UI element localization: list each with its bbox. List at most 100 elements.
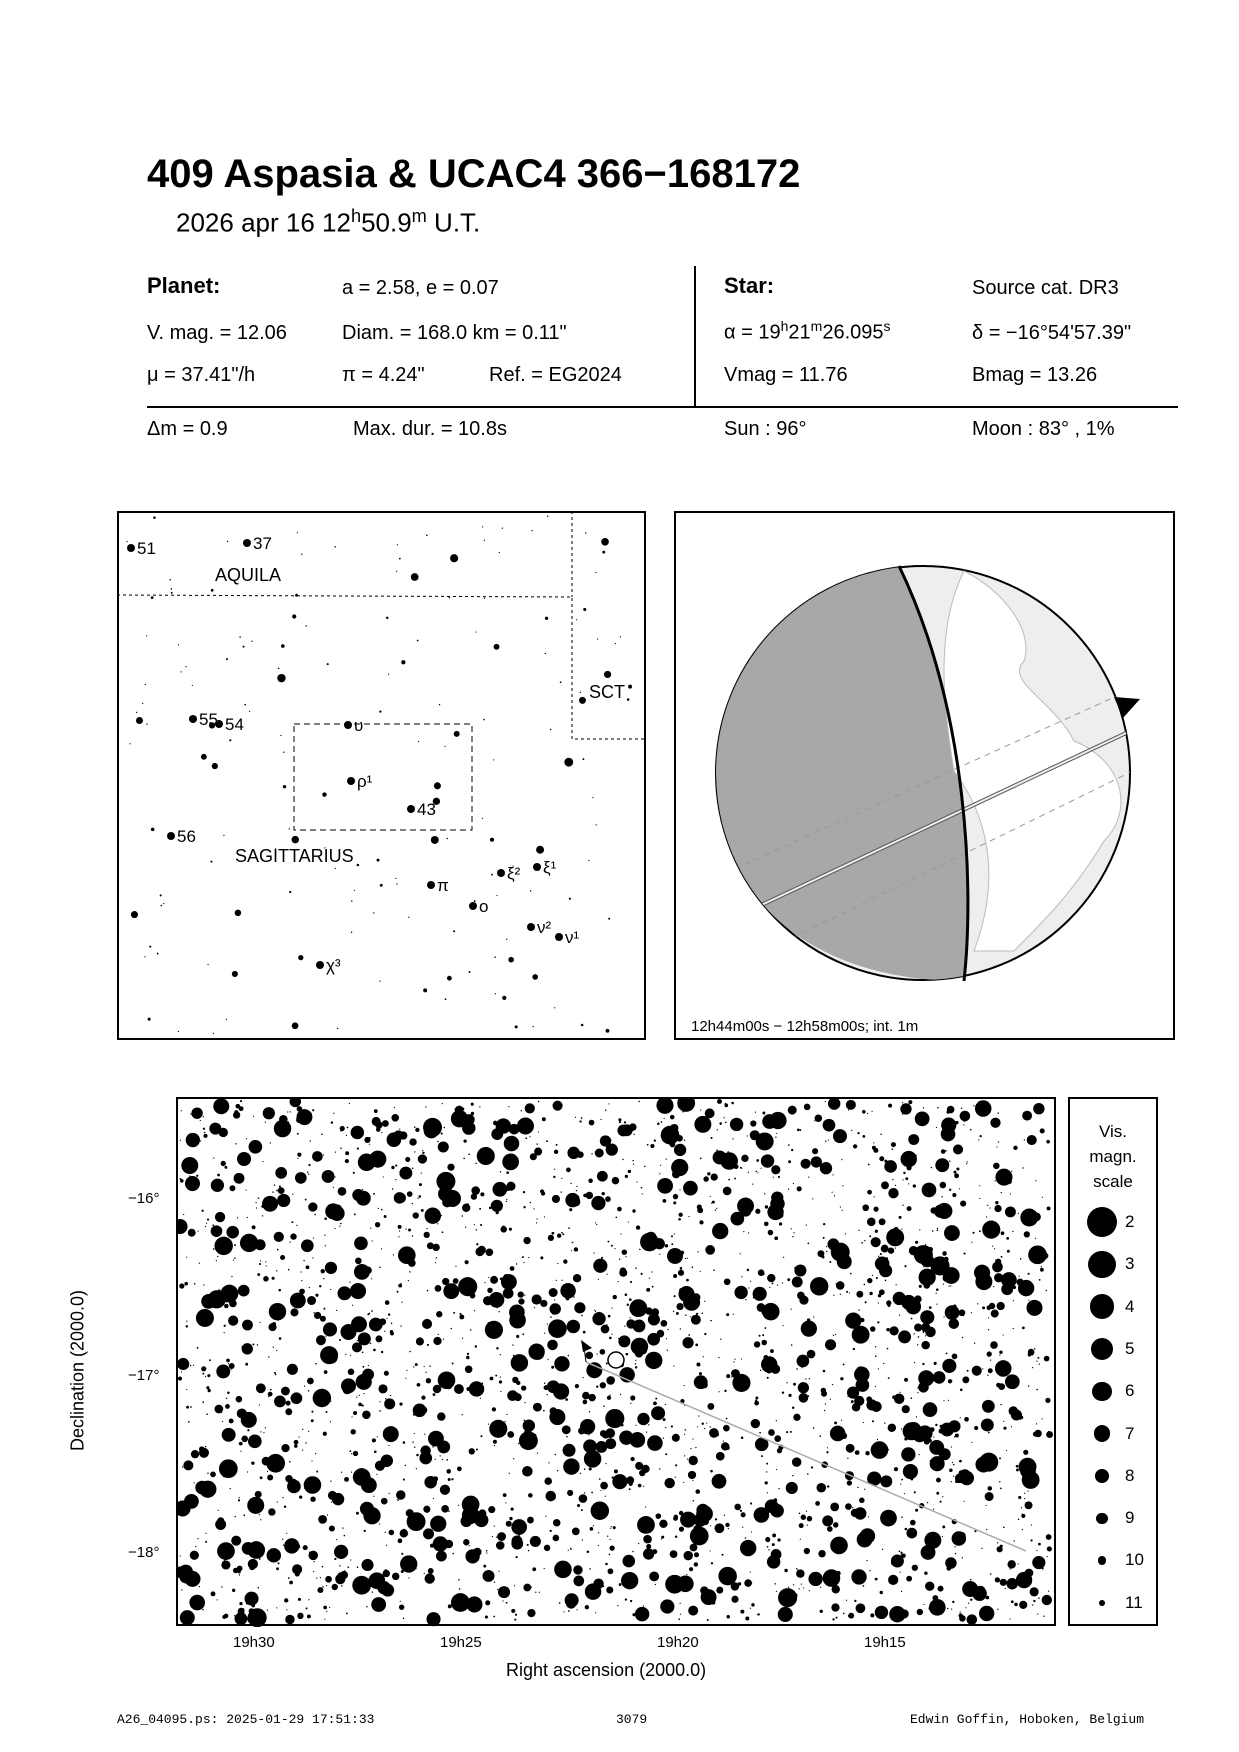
- chart-star: [315, 1362, 317, 1365]
- chart-star: [204, 1375, 207, 1377]
- chart-star: [388, 1444, 390, 1447]
- chart-star: [459, 1312, 462, 1315]
- finder-star: [351, 900, 353, 902]
- chart-star: [648, 1277, 650, 1279]
- chart-star: [641, 1193, 643, 1195]
- chart-star: [906, 1575, 913, 1582]
- chart-star: [600, 1324, 610, 1334]
- chart-star: [1012, 1230, 1014, 1233]
- finder-star: [444, 745, 446, 748]
- chart-star: [696, 1204, 702, 1210]
- chart-star: [861, 1109, 866, 1114]
- chart-star: [729, 1117, 744, 1132]
- chart-star: [974, 1100, 992, 1117]
- finder-star: [592, 796, 594, 799]
- chart-star: [1019, 1600, 1028, 1609]
- chart-star: [219, 1551, 221, 1553]
- chart-star: [974, 1425, 979, 1431]
- chart-star: [1010, 1426, 1013, 1428]
- chart-star: [352, 1450, 359, 1457]
- chart-star: [867, 1277, 873, 1284]
- globe-caption: 12h44m00s − 12h58m00s; int. 1m: [691, 1018, 918, 1035]
- chart-star: [883, 1362, 885, 1365]
- chart-star: [917, 1392, 919, 1394]
- chart-star: [942, 1496, 944, 1498]
- chart-star: [215, 1260, 217, 1262]
- finder-star: [438, 703, 441, 706]
- chart-star: [662, 1199, 667, 1203]
- chart-star: [581, 1539, 584, 1541]
- chart-star: [308, 1430, 310, 1432]
- chart-star: [672, 1193, 679, 1200]
- chart-star: [232, 1552, 234, 1554]
- chart-star: [801, 1367, 803, 1369]
- chart-star: [880, 1133, 882, 1135]
- chart-star: [867, 1471, 882, 1486]
- y-tick: −16°: [128, 1190, 160, 1207]
- chart-star: [790, 1344, 793, 1346]
- chart-star: [395, 1164, 398, 1167]
- chart-star: [297, 1612, 304, 1620]
- chart-star: [607, 1240, 610, 1243]
- chart-star: [761, 1339, 767, 1346]
- chart-star: [521, 1385, 527, 1391]
- chart-star: [289, 1580, 293, 1585]
- chart-star: [597, 1278, 599, 1281]
- chart-star: [190, 1406, 192, 1408]
- chart-star: [594, 1310, 597, 1313]
- chart-star: [399, 1166, 413, 1180]
- chart-star: [609, 1538, 611, 1541]
- chart-star: [381, 1583, 395, 1597]
- chart-star: [800, 1514, 807, 1520]
- chart-star: [898, 1550, 901, 1553]
- chart-star: [583, 1450, 602, 1468]
- chart-star: [344, 1570, 346, 1572]
- chart-star: [771, 1543, 775, 1547]
- chart-star: [660, 1599, 675, 1614]
- chart-star: [589, 1527, 594, 1531]
- chart-star: [997, 1112, 999, 1114]
- chart-star: [617, 1206, 622, 1212]
- chart-star: [1005, 1449, 1008, 1452]
- finder-star: [292, 614, 297, 619]
- planet-motion: μ = 37.41"/h: [147, 364, 256, 386]
- chart-star: [1034, 1348, 1036, 1350]
- chart-star: [229, 1299, 237, 1308]
- chart-star: [959, 1615, 966, 1622]
- target-star-marker: [607, 1351, 625, 1369]
- y-tick: −18°: [128, 1544, 160, 1561]
- chart-star: [705, 1590, 708, 1593]
- chart-star: [663, 1117, 665, 1119]
- chart-star: [426, 1343, 429, 1346]
- chart-star: [731, 1595, 739, 1603]
- star-dot-icon: [1097, 1556, 1107, 1565]
- chart-star: [432, 1446, 434, 1448]
- chart-star: [305, 1442, 307, 1444]
- chart-star: [229, 1185, 236, 1192]
- chart-star: [314, 1311, 322, 1320]
- chart-star: [740, 1436, 744, 1440]
- chart-star: [987, 1317, 990, 1319]
- chart-star: [798, 1416, 801, 1419]
- chart-star: [554, 1356, 570, 1372]
- chart-star: [810, 1156, 822, 1168]
- chart-star: [335, 1538, 338, 1541]
- chart-star: [885, 1257, 889, 1261]
- finder-star: [432, 797, 441, 805]
- finder-star: [282, 784, 287, 789]
- finder-star: [489, 837, 495, 842]
- chart-star: [800, 1583, 803, 1585]
- star-bmag: Bmag = 13.26: [972, 364, 1098, 386]
- chart-star: [243, 1249, 245, 1251]
- chart-star: [825, 1140, 827, 1142]
- chart-star: [943, 1316, 945, 1318]
- chart-star: [235, 1103, 241, 1109]
- chart-star: [524, 1402, 526, 1404]
- chart-star: [990, 1341, 998, 1349]
- chart-star: [588, 1411, 591, 1413]
- chart-star: [731, 1101, 734, 1105]
- chart-star: [778, 1222, 783, 1226]
- chart-star: [954, 1433, 959, 1438]
- chart-star: [447, 1163, 455, 1171]
- legend-title: magn.: [1089, 1147, 1137, 1166]
